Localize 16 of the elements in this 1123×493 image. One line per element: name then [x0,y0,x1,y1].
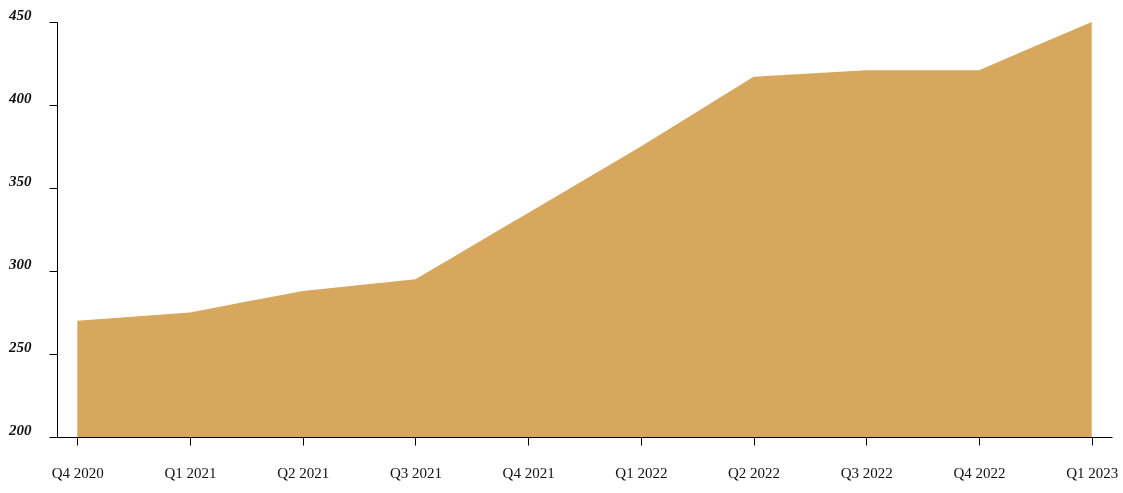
x-tick-label: Q4 2021 [502,464,555,481]
y-tick-label: 300 [8,255,32,272]
y-tick-label: 350 [8,172,32,189]
x-tick-label: Q2 2022 [728,464,781,481]
x-tick-label: Q3 2022 [840,464,893,481]
x-tick-label: Q1 2022 [615,464,668,481]
y-tick-label: 450 [8,6,32,23]
x-tick-label: Q2 2021 [277,464,330,481]
x-tick-label: Q4 2022 [953,464,1006,481]
x-tick-label: Q1 2023 [1066,464,1119,481]
y-tick-label: 250 [8,338,32,355]
y-tick-label: 200 [8,421,32,438]
x-tick-label: Q3 2021 [389,464,442,481]
y-tick-label: 400 [8,89,32,106]
x-tick-label: Q1 2021 [164,464,217,481]
x-tick-label: Q4 2020 [51,464,104,481]
